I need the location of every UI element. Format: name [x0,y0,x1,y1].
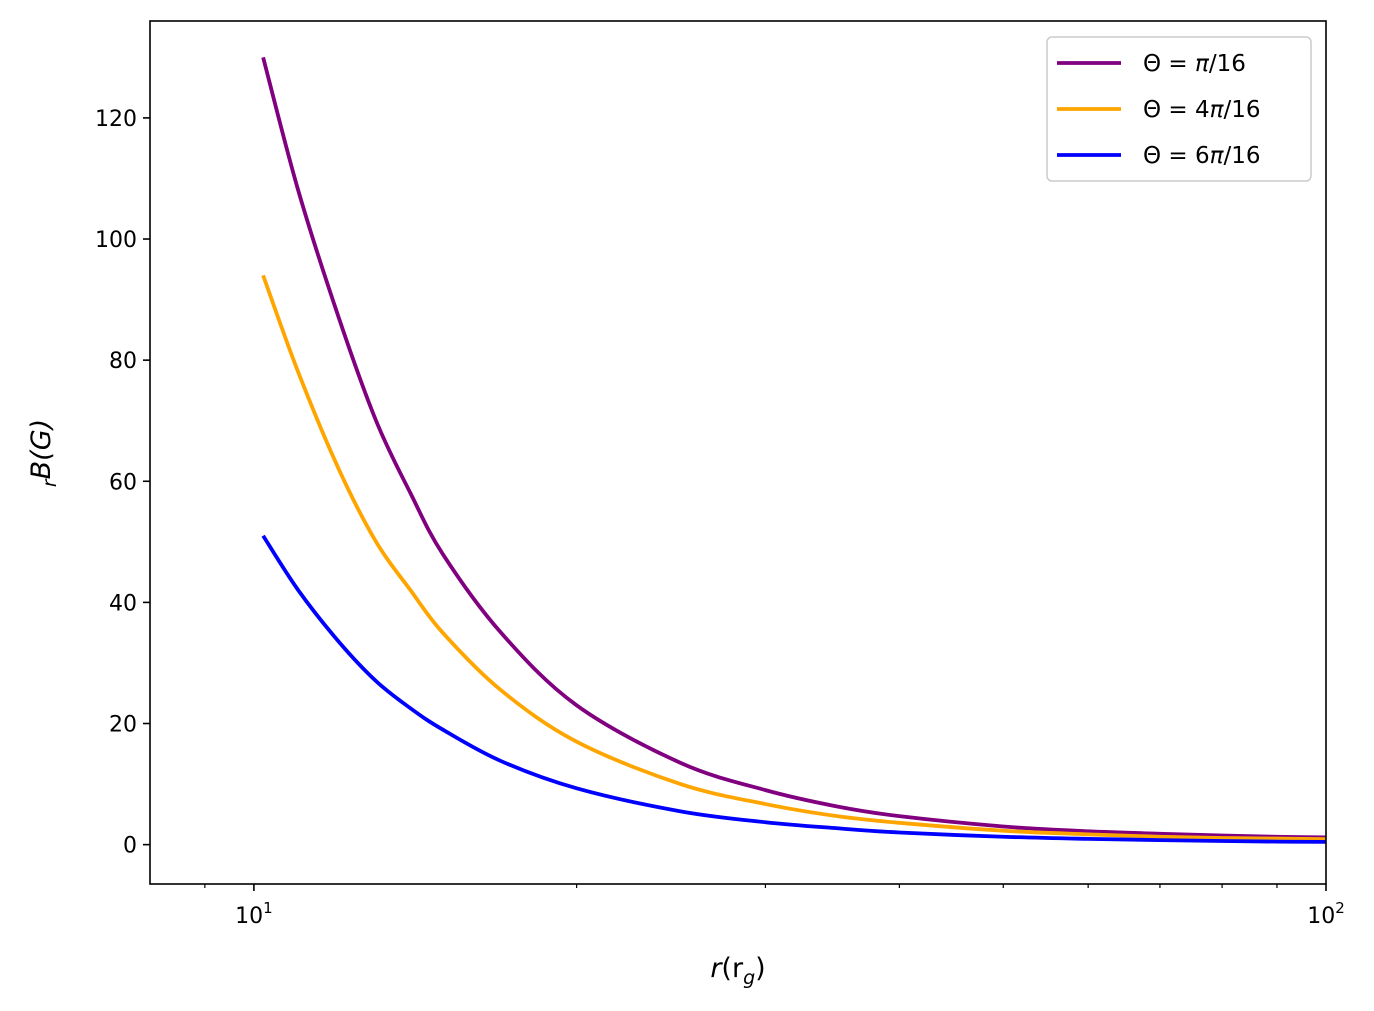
x-tick-base: 10 [1307,904,1335,929]
series-line-3 [261,534,1327,844]
plot-frame [149,20,1327,885]
y-axis: 0 20 40 60 80 100 120 [95,107,150,859]
legend-label-part: /16 [1224,97,1261,123]
legend-label-part: 6 [1195,143,1210,169]
legend-label-2: Θ = 4π/16 [1143,97,1261,123]
legend-label-1: Θ = π/16 [1143,51,1246,77]
y-tick-label: 40 [109,591,137,616]
x-tick-label: 101 [235,899,273,929]
x-axis: 101 102 [204,884,1345,929]
series-line-2 [261,274,1327,842]
legend-label-part: /16 [1224,143,1261,169]
legend-label-part: Θ = [1143,51,1195,77]
legend: Θ = π/16Θ = 4π/16Θ = 6π/16 [1046,36,1312,182]
legend-label-part: π [1195,51,1210,77]
series-line-1 [261,56,1327,840]
legend-label-part: Θ = [1143,143,1195,169]
legend-box [1046,36,1312,182]
x-tick-label: 102 [1307,899,1345,929]
legend-label-3: Θ = 6π/16 [1143,143,1261,169]
series-layer [261,56,1327,844]
legend-label-part: /16 [1209,51,1246,77]
legend-label-part: π [1210,143,1225,169]
y-axis-title: rB(G) [26,419,61,487]
x-tick-exponent: 1 [263,899,273,917]
y-tick-label: 120 [95,107,137,132]
legend-label-part: 4 [1195,97,1210,123]
legend-label-part: Θ = [1143,97,1195,123]
y-tick-label: 20 [109,713,137,738]
y-tick-label: 0 [123,834,137,859]
y-tick-label: 80 [109,349,137,374]
x-tick-exponent: 2 [1335,899,1345,917]
y-tick-label: 100 [95,228,137,253]
x-axis-title: r(rg) [710,953,765,989]
x-tick-base: 10 [235,904,263,929]
legend-label-part: π [1210,97,1225,123]
y-tick-label: 60 [109,470,137,495]
